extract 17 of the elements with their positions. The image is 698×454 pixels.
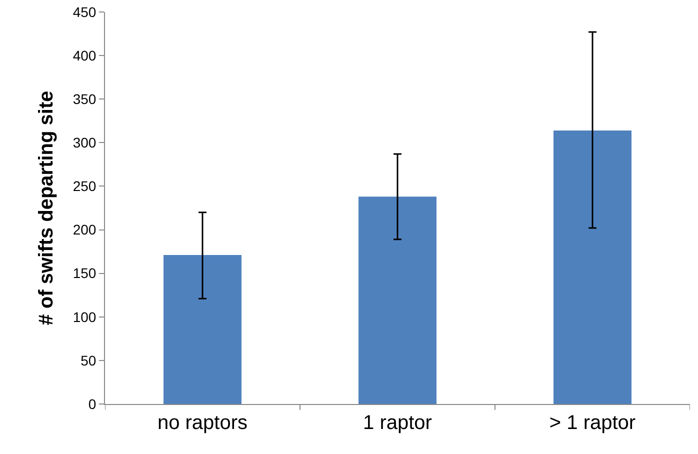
x-tick-label: no raptors [157,412,248,434]
x-tick-label: > 1 raptor [549,412,636,434]
y-tick-label: 450 [72,4,96,20]
y-tick-label: 50 [80,352,96,368]
y-tick-label: 200 [72,222,96,238]
bar [358,196,436,404]
y-tick-label: 350 [72,91,96,108]
y-tick-label: 250 [72,178,96,194]
y-tick-label: 300 [72,134,96,151]
x-tick-label: 1 raptor [363,412,432,434]
bar [164,255,242,404]
y-axis-title: # of swifts departing site [35,90,58,326]
y-tick-label: 100 [72,308,96,325]
y-tick-label: 150 [72,265,96,282]
y-tick-label: 0 [88,396,96,412]
bar [554,130,632,404]
y-tick-label: 400 [72,47,96,64]
